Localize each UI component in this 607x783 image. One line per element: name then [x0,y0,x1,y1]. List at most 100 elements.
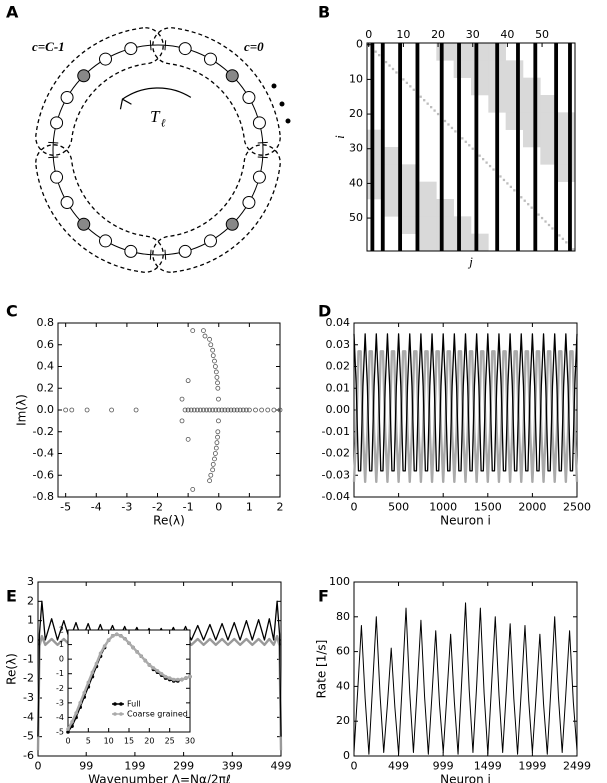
y-tick-label: 0.04 [326,316,351,329]
y-tick-label: 60 [336,645,350,658]
x-tick-label: 10 [104,737,114,746]
diagonal-cell [530,206,533,209]
eigenvalue [179,418,185,424]
eigenvalue [231,407,237,413]
plot-frame [57,322,281,498]
eigenvalue [271,407,277,413]
x-tick-label: 99 [79,760,93,773]
x-tick-label: -5 [60,501,71,514]
neuron [124,244,138,258]
x-tick-label: 50 [535,28,549,41]
x-tick-label: 2000 [518,501,546,514]
stripe [474,43,479,251]
x-tick-label: 0 [215,501,222,514]
matrix-block [453,60,472,78]
y-tick-label: 20 [349,107,363,120]
stripe [495,43,500,251]
eigenvalue [215,429,221,435]
x-tick-label: 2500 [563,501,591,514]
arrow-head [119,98,132,110]
data-point [155,669,160,673]
matrix-block [557,147,576,165]
data-point [159,671,164,676]
panel-label: E [6,587,17,606]
matrix-block [453,43,472,61]
y-axis-label: Rate [1/s] [315,640,329,699]
y-tick-label: 0 [27,633,34,646]
y-tick-label: 0.4 [37,360,55,373]
data-point [139,654,143,659]
matrix-block [384,199,402,217]
matrix-block [401,164,420,182]
diagonal-cell [374,50,377,53]
matrix-block [557,164,576,182]
data-point [167,676,172,680]
neuron [204,234,217,248]
matrix-block [384,164,402,182]
data-point [90,670,95,675]
diagonal-cell [520,196,523,199]
y-tick-label: -5 [56,728,64,737]
data-point [66,730,70,734]
neuron [178,244,192,258]
y-tick-label: 40 [349,176,363,189]
y-tick-label: 0.8 [37,316,55,329]
data-point [110,634,115,638]
x-tick-label: 30 [185,737,195,746]
eigenvalue [215,385,221,391]
eigenvalue [201,328,206,334]
y-tick-label: -1 [23,652,34,665]
y-tick-label: -0.6 [33,468,54,481]
diagonal-cell [391,67,395,71]
matrix-block [505,60,524,78]
matrix-block [453,233,472,252]
neuron [77,217,91,231]
data-point [119,634,123,638]
eigenvalue [215,380,220,386]
eigenvalue [277,407,283,413]
eigenvalue [212,456,217,462]
eigenvalue [207,478,212,484]
eigenvalue [204,407,209,413]
eigenvalue [202,333,208,339]
y-tick-label: 0.2 [37,381,55,394]
eigenvalue [212,451,218,456]
y-tick-label: -2 [23,672,34,685]
eigenvalue [109,407,114,413]
matrix-block [557,112,576,130]
eigenvalue [212,358,217,364]
matrix-block [401,181,420,200]
eigenvalue [214,374,220,380]
x-tick-label: 1000 [429,501,457,514]
y-tick-label: -0.04 [322,490,350,503]
eigenvalue [213,369,219,375]
eigenvalue [210,407,216,413]
eigenvalue [190,486,196,492]
y-tick-label: -3 [23,691,34,704]
diagonal-cell [395,71,398,74]
diagonal-cell [537,213,540,216]
diagonal-cell [384,60,388,64]
x-tick-label: 40 [500,28,514,41]
x-tick-label: 0 [35,760,42,773]
matrix-block [419,216,437,234]
matrix-block [384,147,402,165]
legend-marker [119,712,123,716]
x-tick-label: 30 [466,28,480,41]
matrix-block [557,129,576,148]
matrix-block [523,77,541,96]
matrix-block [523,95,541,113]
data-point [78,701,82,705]
diagonal-cell [482,158,485,161]
eigenvalue [216,418,221,424]
diagonal-cell [454,130,457,133]
eigenvalue [213,407,219,413]
matrix-block [401,199,420,217]
y-tick-label: -6 [23,749,34,762]
diagonal-cell [488,164,492,168]
x-tick-label: 999 [433,760,454,773]
data-point [176,677,180,682]
diagonal-cell [443,119,447,123]
matrix-block [540,129,558,148]
neuron [124,42,138,56]
